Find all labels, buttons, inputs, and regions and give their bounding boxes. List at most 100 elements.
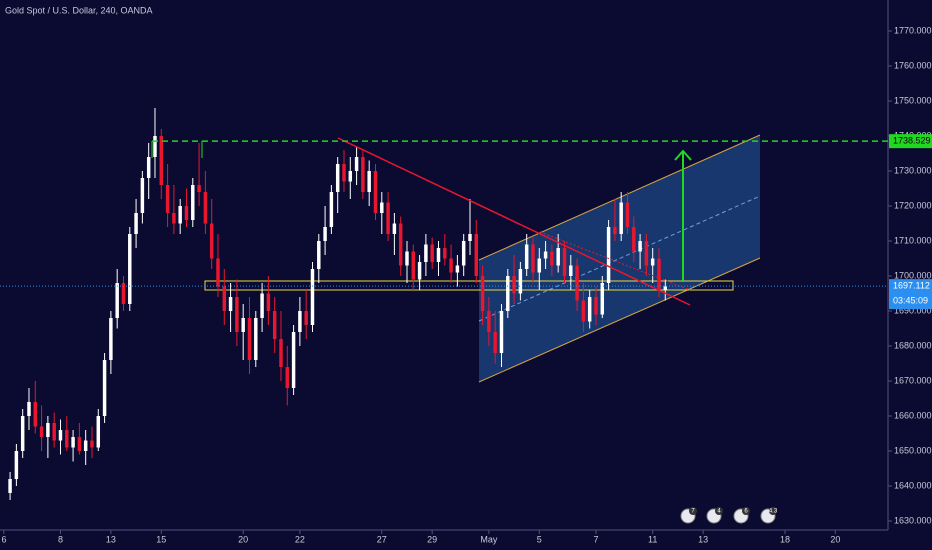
candle-body bbox=[58, 430, 63, 441]
candle-body bbox=[121, 283, 126, 305]
x-tick-label: 8 bbox=[58, 534, 63, 544]
candle-body bbox=[449, 258, 453, 273]
candle-body bbox=[581, 300, 586, 322]
candle-body bbox=[128, 234, 132, 305]
candle-body bbox=[165, 185, 170, 214]
candle-body bbox=[83, 440, 88, 452]
candle-body bbox=[335, 164, 340, 193]
level-label-box bbox=[889, 134, 932, 149]
x-tick-label: 11 bbox=[648, 534, 657, 544]
candle-body bbox=[191, 185, 195, 221]
candle-body bbox=[556, 248, 560, 266]
last-price-label: 1697.112 bbox=[893, 280, 930, 290]
candle-body bbox=[606, 227, 611, 284]
x-tick-label: 27 bbox=[377, 534, 387, 544]
candle-body bbox=[644, 241, 649, 266]
event-count: 6 bbox=[744, 509, 748, 515]
candle-body bbox=[184, 206, 189, 221]
candle-body bbox=[537, 258, 542, 273]
candle-body bbox=[543, 251, 548, 259]
candle-body bbox=[27, 402, 31, 417]
candle-body bbox=[146, 157, 151, 179]
candle-body bbox=[140, 178, 145, 214]
countdown: 03:45:09 bbox=[893, 295, 928, 305]
chart-title: Gold Spot / U.S. Dollar, 240, OANDA bbox=[5, 5, 153, 15]
candle-body bbox=[46, 423, 50, 438]
candle-body bbox=[625, 202, 630, 228]
candle-body bbox=[392, 223, 397, 235]
x-tick-label: 22 bbox=[295, 534, 305, 544]
candle-body bbox=[228, 297, 233, 312]
candle-body bbox=[20, 416, 25, 452]
event-badge bbox=[769, 507, 777, 515]
x-tick-label: 5 bbox=[537, 534, 542, 544]
candle-body bbox=[71, 437, 75, 448]
candle-body bbox=[14, 451, 19, 480]
target-arrow-head bbox=[674, 149, 692, 161]
support-zone bbox=[204, 280, 734, 291]
candle-body bbox=[317, 241, 321, 270]
candle-body bbox=[506, 276, 510, 312]
candle-body bbox=[600, 283, 605, 315]
candle-body bbox=[342, 164, 346, 182]
candle-body bbox=[272, 311, 277, 340]
candle-body bbox=[461, 241, 466, 266]
candle-body bbox=[367, 171, 371, 193]
trend-line-dotted bbox=[539, 231, 691, 291]
candle-body bbox=[33, 402, 38, 427]
x-tick-label: 20 bbox=[830, 534, 840, 544]
candle-body bbox=[650, 258, 655, 266]
x-tick-label: May bbox=[480, 534, 498, 544]
candle-body bbox=[329, 192, 334, 228]
candle-body bbox=[411, 251, 416, 280]
y-tick-label: 1670.000 bbox=[894, 375, 932, 385]
candle-body bbox=[474, 234, 479, 277]
candle-body bbox=[417, 262, 422, 280]
candle-body bbox=[493, 332, 497, 354]
candle-body bbox=[619, 202, 623, 235]
candle-body bbox=[663, 286, 668, 291]
candle-body bbox=[480, 276, 485, 312]
event-count: 7 bbox=[691, 509, 695, 515]
y-tick-label: 1710.000 bbox=[894, 235, 932, 245]
candle-body bbox=[361, 157, 365, 193]
x-tick-label: 18 bbox=[780, 534, 790, 544]
candle-body bbox=[518, 269, 523, 294]
x-tick-label: 13 bbox=[698, 534, 708, 544]
candle-body bbox=[594, 297, 598, 315]
candle-body bbox=[134, 213, 138, 235]
candle-body bbox=[260, 293, 264, 319]
candle-body bbox=[197, 185, 201, 193]
event-count: 4 bbox=[717, 509, 721, 515]
candle-body bbox=[310, 269, 315, 326]
candle-body bbox=[254, 318, 258, 361]
candle-body bbox=[235, 297, 239, 333]
event-badge bbox=[715, 507, 723, 515]
candle-body bbox=[52, 423, 56, 441]
candle-body bbox=[291, 332, 296, 389]
y-tick-label: 1690.000 bbox=[894, 305, 932, 315]
candle-body bbox=[304, 311, 308, 326]
candle-body bbox=[455, 265, 460, 273]
level-label: 1738.529 bbox=[893, 136, 931, 146]
y-tick-label: 1700.000 bbox=[894, 270, 932, 280]
y-tick-label: 1730.000 bbox=[894, 165, 932, 175]
candle-body bbox=[487, 311, 491, 333]
candle-body bbox=[562, 248, 567, 277]
candle-body bbox=[102, 360, 107, 417]
candle-body bbox=[531, 244, 535, 273]
candle-body bbox=[209, 223, 214, 259]
drawings bbox=[151, 134, 761, 383]
trend-line bbox=[337, 137, 691, 306]
candle-body bbox=[109, 318, 113, 361]
y-tick-label: 1640.000 bbox=[894, 480, 932, 490]
event-badge bbox=[689, 507, 697, 515]
event-badge bbox=[742, 507, 750, 515]
candle-body bbox=[657, 258, 661, 291]
candle-body bbox=[613, 227, 617, 235]
last-price-box bbox=[889, 279, 932, 310]
channel-fill bbox=[479, 135, 760, 382]
candle-body bbox=[398, 223, 403, 266]
candle-body bbox=[424, 244, 428, 263]
candle-body bbox=[8, 479, 12, 494]
